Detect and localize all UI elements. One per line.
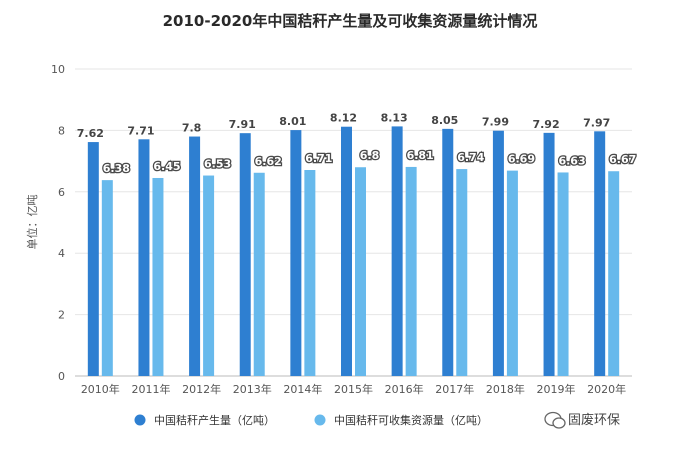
data-label: 6.8 [360,149,380,162]
bar [506,170,518,376]
data-label: 6.53 [204,158,231,171]
bar [101,180,113,376]
legend: 中国秸秆产生量（亿吨） 中国秸秆可收集资源量（亿吨） [134,413,488,427]
wechat-icon [544,411,566,429]
data-label: 6.62 [255,155,282,168]
data-label: 7.62 [77,127,104,140]
y-tick-label: 6 [58,186,65,199]
y-axis-label: 单位：亿吨 [25,195,39,250]
data-label: 6.38 [103,162,130,175]
bar [152,177,164,376]
watermark-text: 固废环保 [568,412,620,428]
watermark: 固废环保 [544,411,620,429]
x-axis: 2010年 2011年 2012年 2013年 2014年 2015年 2016年 2017年… [81,382,626,396]
bar [189,136,201,376]
bar [304,170,316,376]
x-tick-label: 2015年 [334,382,373,396]
data-label: 6.71 [305,152,332,165]
bar [138,139,150,376]
legend-label: 中国秸秆产生量（亿吨） [154,413,275,427]
chart-title: 2010-2020年中国秸秆产生量及可收集资源量统计情况 [163,12,538,30]
data-label: 8.13 [381,111,408,124]
y-tick-label: 8 [58,124,65,137]
x-tick-label: 2012年 [182,382,221,396]
data-label: 8.12 [330,112,357,125]
bar [290,130,302,376]
bar [391,126,403,376]
x-tick-label: 2017年 [435,382,474,396]
data-label: 6.45 [153,160,180,173]
bars [87,126,620,376]
legend-marker [314,414,326,426]
bar [355,167,366,376]
y-tick-label: 2 [58,309,65,322]
legend-label: 中国秸秆可收集资源量（亿吨） [334,413,488,427]
data-label: 7.97 [583,116,610,129]
x-tick-label: 2013年 [233,382,272,396]
data-label: 6.69 [508,153,535,166]
bar [203,175,215,376]
data-label: 7.91 [229,118,256,131]
x-tick-label: 2011年 [131,382,170,396]
bar [341,126,352,376]
bar [594,131,606,376]
data-label: 8.05 [431,114,458,127]
y-tick-label: 0 [58,370,65,383]
bar [442,128,454,376]
bar [405,166,417,376]
bar [557,172,569,376]
grid: 0 2 4 6 8 10 [51,63,632,383]
bar [456,169,468,376]
bar [608,171,620,376]
x-tick-label: 2014年 [283,382,322,396]
bar [239,133,251,376]
bar [253,172,265,376]
x-tick-label: 2019年 [537,382,576,396]
data-label: 7.8 [182,122,202,135]
bar [492,130,504,376]
x-tick-label: 2020年 [587,382,626,396]
data-label: 6.81 [407,149,434,162]
data-label: 6.63 [558,154,585,167]
x-tick-label: 2018年 [486,382,525,396]
data-labels: 7.62 6.38 7.71 6.45 7.8 6.53 7.91 6.62 8.01 6.71 8… [77,111,638,176]
data-label: 8.01 [279,115,306,128]
y-tick-label: 4 [58,247,65,260]
legend-marker [134,414,146,426]
data-label: 7.99 [482,116,509,129]
bar [543,132,555,376]
data-label: 7.92 [532,118,559,131]
y-tick-label: 10 [51,63,65,76]
x-tick-label: 2010年 [81,382,120,396]
data-label: 7.71 [127,124,154,137]
x-tick-label: 2016年 [385,382,424,396]
data-label: 6.67 [609,153,636,166]
data-label: 6.74 [457,151,484,164]
bar [87,142,99,376]
